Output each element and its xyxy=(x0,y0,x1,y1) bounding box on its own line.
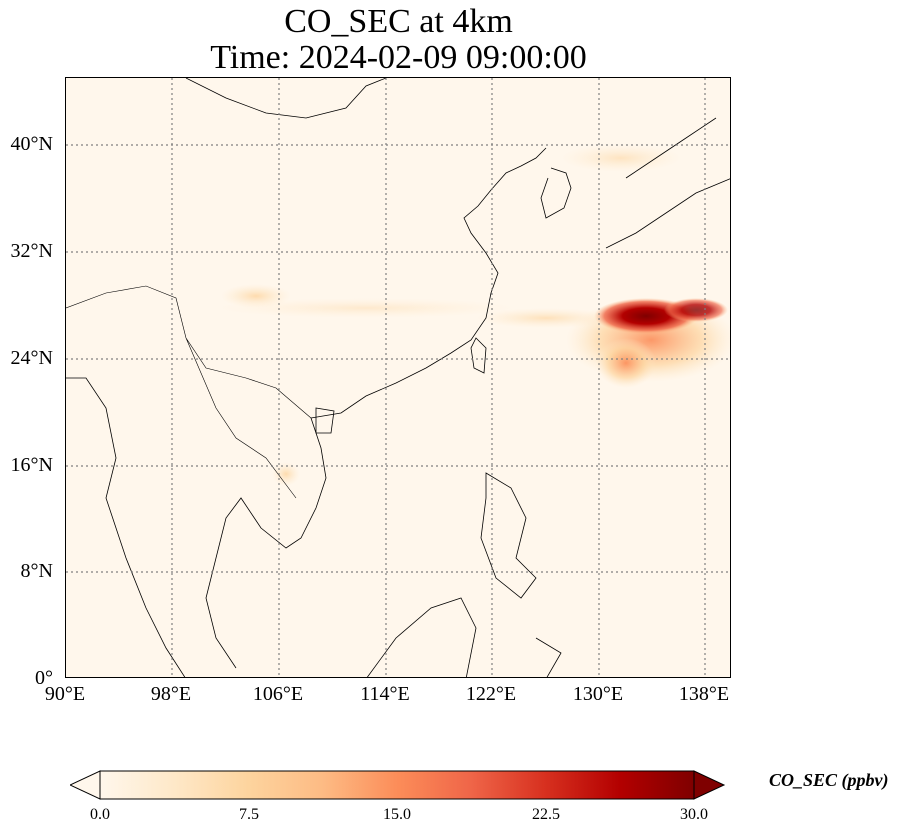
map-title: CO_SEC at 4km xyxy=(284,3,513,40)
admin-borders xyxy=(66,285,312,499)
map-plot-area xyxy=(65,77,731,678)
lon-tick-label: 90°E xyxy=(44,683,86,705)
plume-halo-south xyxy=(596,338,656,388)
korea-peninsula xyxy=(540,167,572,219)
sulawesi xyxy=(535,637,562,677)
philippines xyxy=(480,472,537,599)
colorbar-tick: 22.5 xyxy=(532,806,560,823)
lon-tick-label: 114°E xyxy=(360,683,410,705)
lon-tick-label: 138°E xyxy=(678,683,730,705)
colorbar-tick: 7.5 xyxy=(239,806,259,823)
colorbar-tick: 0.0 xyxy=(90,806,110,823)
plume-faint-japan-sea xyxy=(561,144,681,172)
lon-tick-label: 98°E xyxy=(150,683,192,705)
concentration-field xyxy=(216,144,730,486)
colorbar-extend-max xyxy=(693,770,726,800)
plume-faint-band xyxy=(216,298,516,318)
lat-tick-label: 24°N xyxy=(10,347,53,369)
japan-islands xyxy=(605,117,730,249)
lat-tick-label: 40°N xyxy=(10,133,53,155)
coastlines xyxy=(66,78,730,677)
plume-core-east xyxy=(664,298,728,322)
borneo xyxy=(366,597,477,677)
lon-tick-label: 130°E xyxy=(572,683,624,705)
lat-tick-label: 32°N xyxy=(10,240,53,262)
lon-tick-label: 122°E xyxy=(465,683,517,705)
lat-tick-label: 16°N xyxy=(10,454,53,476)
colorbar-extend-min xyxy=(70,770,101,800)
colorbar-label: CO_SEC (ppbv) xyxy=(769,770,889,790)
colorbar-tick: 15.0 xyxy=(383,806,411,823)
hainan xyxy=(315,407,335,434)
taiwan xyxy=(470,337,487,374)
myanmar-coast xyxy=(66,377,186,677)
lat-tick-label: 0° xyxy=(35,667,53,689)
colorbar-tick: 30.0 xyxy=(680,806,708,823)
map-subtitle-time: Time: 2024-02-09 09:00:00 xyxy=(210,39,587,76)
colorbar xyxy=(70,770,726,800)
gridlines xyxy=(66,78,730,677)
lat-tick-label: 8°N xyxy=(20,560,53,582)
china-coastline xyxy=(310,147,547,419)
northern-border xyxy=(185,78,387,119)
map-canvas xyxy=(66,78,730,677)
lon-tick-label: 106°E xyxy=(252,683,304,705)
indochina-coast xyxy=(205,417,327,669)
colorbar-gradient xyxy=(99,770,695,800)
